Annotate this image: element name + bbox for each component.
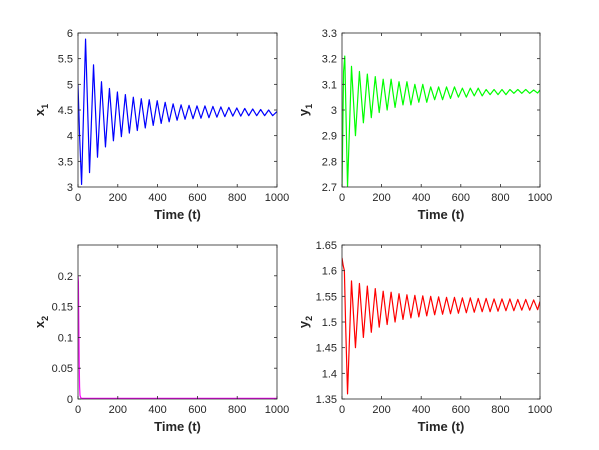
y-tick-label: 1.35 [316,394,337,406]
y-tick-label: 0 [67,394,73,406]
x-axis-label: Time (t) [154,207,201,222]
plot-frame-x2 [77,244,278,400]
x-tick-label: 1000 [265,404,289,416]
chart-y2: 0 200 400 600 800 1000 1.35 1.4 1.45 1.5 1.55 1.6 1.… [296,240,552,434]
y-tick-label: 2.7 [322,182,337,194]
x-tick-label: 400 [148,404,166,416]
x-tick-label: 1000 [528,192,552,204]
x-tick-label: 1000 [265,192,289,204]
y-tick-label: 3.1 [322,79,337,91]
x-tick-label: 400 [412,404,430,416]
y-tick-label: 3 [331,105,337,117]
y-axis-label: x1 [32,104,50,116]
x-tick-label: 0 [339,404,345,416]
y-tick-label: 3.2 [322,54,337,66]
x-tick-label: 0 [75,404,81,416]
y-tick-label: 3.3 [322,28,337,40]
y-tick-label: 6 [67,28,73,40]
x-tick-label: 200 [109,404,127,416]
y-axis-label: y2 [296,316,314,328]
x-tick-label: 600 [452,192,470,204]
x-axis-label: Time (t) [418,419,465,434]
y-tick-label: 1.5 [322,317,337,329]
x-tick-label: 800 [228,404,246,416]
y-axis-label: x2 [32,316,50,328]
y-tick-label: 5.5 [58,54,73,66]
x-tick-label: 200 [372,404,390,416]
y-tick-label: 1.55 [316,291,337,303]
y-tick-label: 1.6 [322,266,337,278]
chart-x2: 0 200 400 600 800 1000 0 0.05 0.1 0.15 0.2 Time (t)… [32,244,289,434]
series-line-y2 [342,257,540,395]
chart-x1: 0 200 400 600 800 1000 3 3.5 4 4.5 5 5.5 6 Time (t) x1 [32,28,289,222]
x-axis-label: Time (t) [418,207,465,222]
x-tick-label: 0 [339,192,345,204]
chart-y1: 0 200 400 600 800 1000 2.7 2.8 2.9 3 3.1 3.2 3.3 Time… [296,28,552,222]
y-tick-label: 1.45 [316,343,337,355]
y-tick-label: 5 [67,79,73,91]
x-tick-label: 800 [491,404,509,416]
y-axis-label: y1 [296,104,314,116]
x-tick-label: 800 [491,192,509,204]
y-tick-label: 0.1 [58,332,73,344]
y-tick-label: 0.15 [52,302,73,314]
x-tick-label: 600 [188,404,206,416]
x-axis-label: Time (t) [154,419,201,434]
y-tick-label: 2.9 [322,131,337,143]
y-tick-label: 3 [67,182,73,194]
x-tick-label: 800 [228,192,246,204]
y-tick-label: 0.05 [52,363,73,375]
x-tick-label: 0 [75,192,81,204]
y-tick-label: 1.65 [316,240,337,252]
y-tick-label: 0.2 [58,271,73,283]
x-tick-label: 400 [412,192,430,204]
series-line-x1 [78,38,277,186]
x-tick-label: 600 [188,192,206,204]
y-tick-label: 1.4 [322,368,337,380]
x-tick-label: 1000 [528,404,552,416]
x-tick-label: 200 [109,192,127,204]
series-line-x2 [78,275,277,399]
y-tick-label: 4.5 [58,105,73,117]
x-tick-label: 600 [452,404,470,416]
x-tick-label: 400 [148,192,166,204]
y-tick-label: 4 [67,131,73,143]
x-tick-label: 200 [372,192,390,204]
series-line-y1 [342,55,540,187]
y-tick-label: 3.5 [58,156,73,168]
y-tick-label: 2.8 [322,156,337,168]
